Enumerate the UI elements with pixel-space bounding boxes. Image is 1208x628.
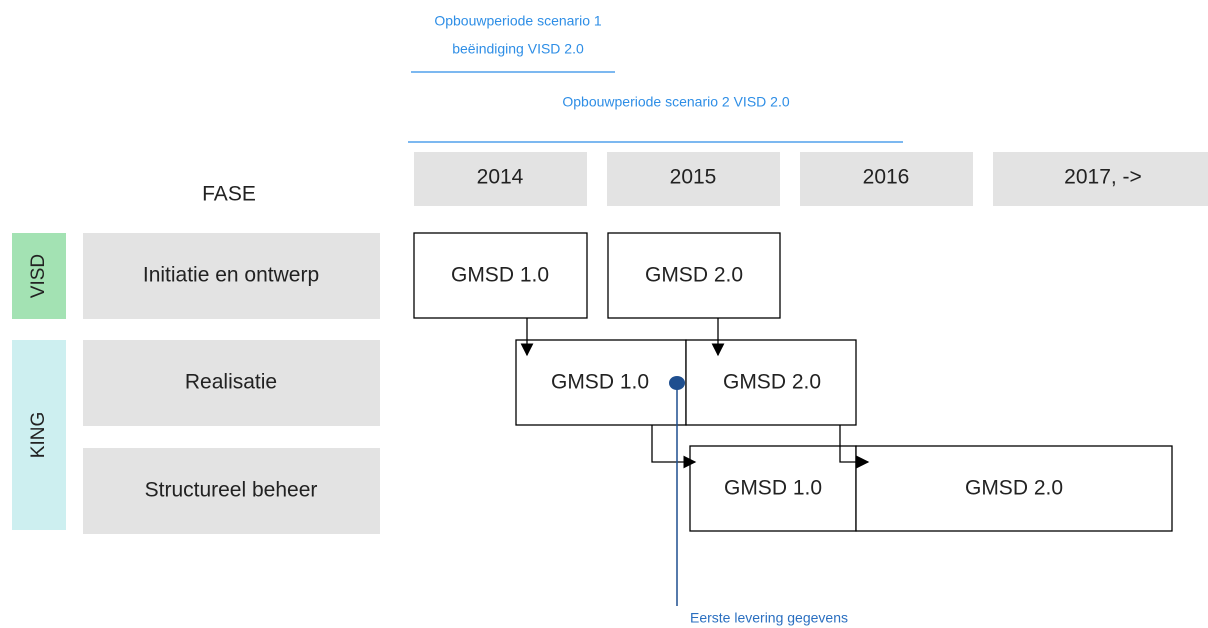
group-label: VISD <box>28 254 49 298</box>
phase-cell <box>83 340 380 426</box>
scenario-label: beëindiging VISD 2.0 <box>452 41 584 57</box>
phase-cell <box>83 448 380 534</box>
version-box <box>855 445 1173 532</box>
phase-label: Initiatie en ontwerp <box>143 264 319 287</box>
arrow <box>651 425 697 469</box>
version-label: GMSD 2.0 <box>965 477 1063 500</box>
year-label: 2016 <box>863 166 910 189</box>
fase-label: FASE <box>202 183 256 206</box>
version-label: GMSD 1.0 <box>551 371 649 394</box>
year-cell <box>607 152 780 206</box>
year-cell <box>414 152 587 206</box>
milestone-label: Eerste levering gegevens <box>690 610 848 626</box>
version-box <box>689 445 857 532</box>
scenario-label: Opbouwperiode scenario 1 <box>434 13 602 29</box>
phase-label: Realisatie <box>185 371 277 394</box>
phase-label: Structureel beheer <box>145 479 318 502</box>
year-label: 2014 <box>477 166 524 189</box>
phase-cell <box>83 233 380 319</box>
year-cell <box>800 152 973 206</box>
version-box <box>515 339 687 426</box>
group-label: KING <box>28 412 49 458</box>
group-cell <box>12 340 66 530</box>
version-box <box>413 232 588 319</box>
version-label: GMSD 2.0 <box>723 371 821 394</box>
group-cell <box>12 233 66 319</box>
version-label: GMSD 2.0 <box>645 264 743 287</box>
scenario-label: Opbouwperiode scenario 2 VISD 2.0 <box>562 94 789 110</box>
version-label: GMSD 1.0 <box>451 264 549 287</box>
version-label: GMSD 1.0 <box>724 477 822 500</box>
year-label: 2017, -> <box>1064 166 1142 189</box>
arrow <box>839 425 870 469</box>
year-cell <box>993 152 1208 206</box>
year-label: 2015 <box>670 166 717 189</box>
milestone-dot <box>669 376 685 390</box>
version-box <box>607 232 781 319</box>
